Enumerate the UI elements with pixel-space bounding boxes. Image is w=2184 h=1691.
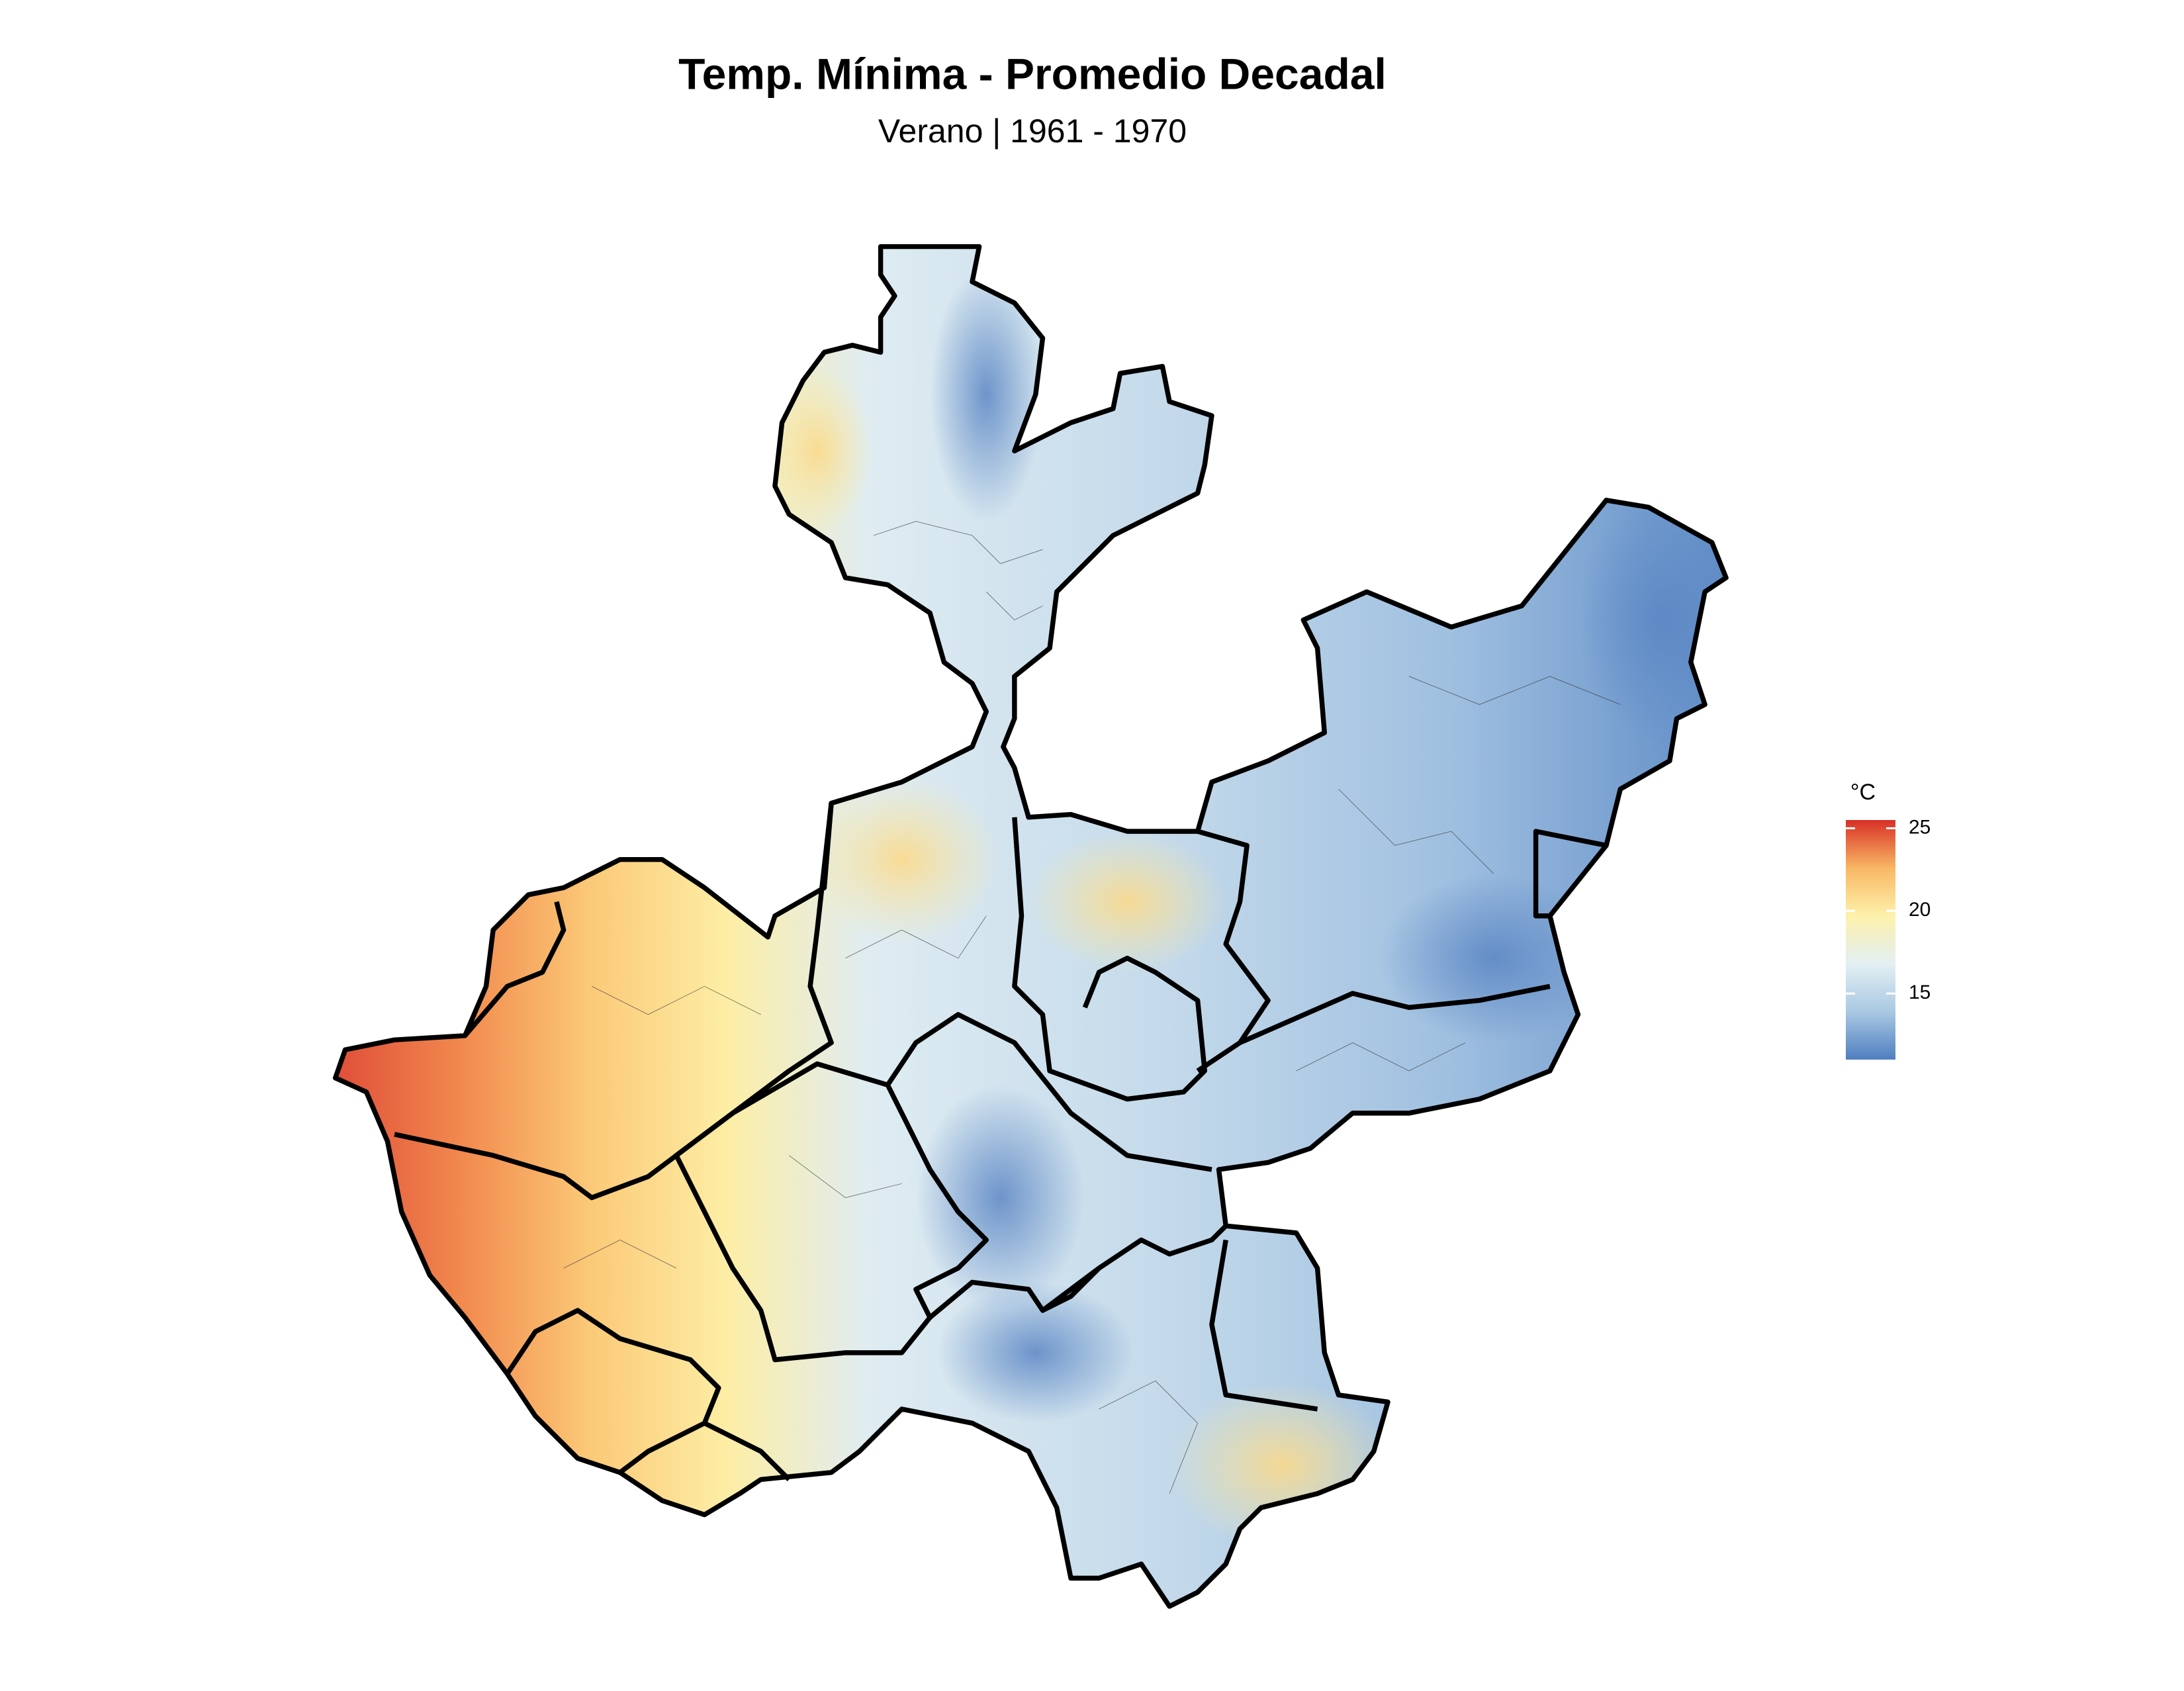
legend-title: °C bbox=[1850, 780, 1876, 805]
colorbar bbox=[1846, 820, 1895, 1060]
title: Temp. Mínima - Promedio Decadal bbox=[678, 49, 1387, 98]
colorbar-tick-label: 20 bbox=[1909, 899, 1931, 921]
map bbox=[282, 211, 1776, 1634]
colorbar-tick-label: 25 bbox=[1909, 816, 1931, 838]
colorbar-tick-label: 15 bbox=[1909, 982, 1931, 1003]
subtitle: Verano | 1961 - 1970 bbox=[878, 113, 1187, 150]
